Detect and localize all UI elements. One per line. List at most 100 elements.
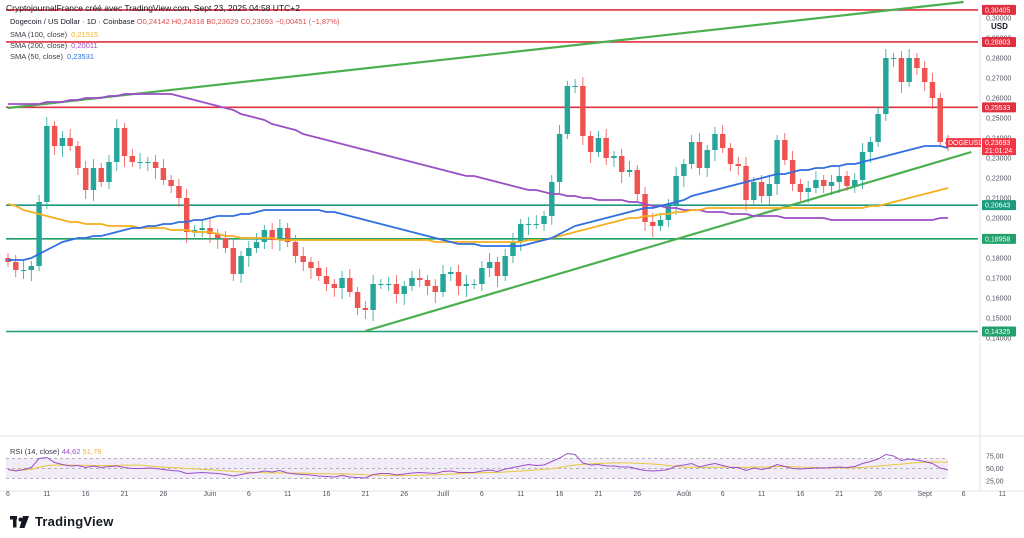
candle-body xyxy=(230,248,237,274)
candle-body xyxy=(393,284,400,294)
candle-body xyxy=(67,138,73,146)
price-tick-label: 0,14000 xyxy=(986,336,1011,343)
candle-body xyxy=(455,272,462,286)
candle-body xyxy=(183,198,190,232)
candle-body xyxy=(626,170,633,172)
level-badge-label: 0,18958 xyxy=(985,236,1010,243)
candle-body xyxy=(813,180,819,188)
level-badge xyxy=(982,326,1016,337)
symbol-header[interactable]: Dogecoin / US Dollar · 1D · Coinbase O0,… xyxy=(10,17,339,26)
candle-body xyxy=(137,162,143,163)
candle-body xyxy=(883,58,889,114)
time-axis[interactable]: 6 11 16 21 26 Juin 6 11 16 21 26 Juill 6 11 16 21 26 Août… xyxy=(6,491,1024,498)
candle-body xyxy=(867,142,874,152)
candle-body xyxy=(106,162,112,182)
candle-body xyxy=(121,128,128,156)
candle-body xyxy=(486,262,493,268)
currency-label[interactable]: USD xyxy=(991,22,1008,31)
level-badge xyxy=(982,36,1016,47)
candle-body xyxy=(727,148,734,164)
price-tick-label: 0,23000 xyxy=(986,156,1011,163)
current-price-label: 0,23693 xyxy=(985,140,1010,147)
candle-body xyxy=(36,202,42,266)
candle-body xyxy=(90,168,97,190)
time-tick-label: 11 xyxy=(43,491,50,498)
time-tick-label: 11 xyxy=(758,491,765,498)
candle-body xyxy=(145,162,151,163)
candle-body xyxy=(323,276,330,284)
price-tick-label: 0,17000 xyxy=(986,276,1011,283)
tradingview-logo[interactable]: TradingView xyxy=(10,514,114,529)
level-badge xyxy=(982,200,1016,211)
time-tick-label: Sept xyxy=(917,491,931,498)
candle-body xyxy=(820,180,827,186)
candle-body xyxy=(518,224,524,242)
legend-sma100[interactable]: SMA (100, close) 0,21515 xyxy=(10,30,98,39)
candle-body xyxy=(836,176,842,182)
candle-body xyxy=(331,284,337,288)
price-tick-label: 0,16000 xyxy=(986,296,1011,303)
legend-sma200[interactable]: SMA (200, close) 0,20011 xyxy=(10,41,98,50)
legend-sma50[interactable]: SMA (50, close) 0,23531 xyxy=(10,52,94,61)
candle-body xyxy=(541,216,547,224)
candle-body xyxy=(580,86,586,136)
level-badge-label: 0,25533 xyxy=(985,105,1010,112)
candle-body xyxy=(890,58,897,59)
candle-body xyxy=(354,292,361,308)
candle-body xyxy=(277,228,283,240)
tradingview-logo-text: TradingView xyxy=(35,514,114,529)
candle-body xyxy=(176,186,182,198)
time-tick-label: 11 xyxy=(284,491,291,498)
candle-body xyxy=(347,278,353,292)
candle-body xyxy=(758,182,765,196)
time-tick-label: 21 xyxy=(595,491,603,498)
candle-body xyxy=(556,134,563,182)
candle-body xyxy=(316,268,322,276)
candle-body xyxy=(339,278,345,288)
candle-body xyxy=(937,98,943,142)
time-tick-label: 21 xyxy=(361,491,369,498)
time-tick-label: 6 xyxy=(6,491,10,498)
trendlines xyxy=(7,0,972,333)
rsi-tick-label: 50,00 xyxy=(986,466,1004,473)
candle-body xyxy=(98,168,104,182)
price-tick-label: 0,20000 xyxy=(986,216,1011,223)
candle-body xyxy=(215,234,221,238)
candle-body xyxy=(572,86,578,87)
symbol-tag xyxy=(946,138,981,148)
candle-body xyxy=(362,308,369,310)
level-badge-label: 0,30405 xyxy=(985,7,1010,14)
candle-body xyxy=(782,140,788,160)
legend-sma200-label: SMA (200, close) xyxy=(10,41,68,50)
candle-body xyxy=(502,256,508,276)
candle-body xyxy=(828,182,835,186)
rsi-legend[interactable]: RSI (14, close) 44,62 51,79 xyxy=(10,447,101,456)
time-tick-label: 6 xyxy=(721,491,725,498)
rsi-tick-label: 75,00 xyxy=(986,454,1004,461)
price-tick-label: 0,18000 xyxy=(986,256,1011,263)
time-tick-label: 16 xyxy=(796,491,804,498)
candle-body xyxy=(222,238,229,248)
candle-body xyxy=(448,272,454,274)
candle-body xyxy=(549,182,555,216)
trendline xyxy=(365,150,972,333)
candle-body xyxy=(587,136,594,152)
symbol-title[interactable]: Dogecoin / US Dollar · 1D · Coinbase xyxy=(10,17,135,26)
candle-body xyxy=(59,138,66,146)
level-badge-label: 0,28803 xyxy=(985,39,1010,46)
rsi-ma-line xyxy=(7,461,949,477)
level-badge xyxy=(982,102,1016,113)
price-tick-label: 0,15000 xyxy=(986,316,1011,323)
candle-body xyxy=(914,58,920,68)
candle-body xyxy=(906,58,912,82)
legend-sma200-value: 0,20011 xyxy=(71,41,98,50)
candle-body xyxy=(292,242,299,256)
level-badge-label: 0,20643 xyxy=(985,203,1010,210)
candle-body xyxy=(238,256,244,274)
candle-body xyxy=(20,270,27,271)
current-price-badge xyxy=(982,138,1016,156)
candle-body xyxy=(471,284,477,285)
time-tick-label: 26 xyxy=(400,491,408,498)
